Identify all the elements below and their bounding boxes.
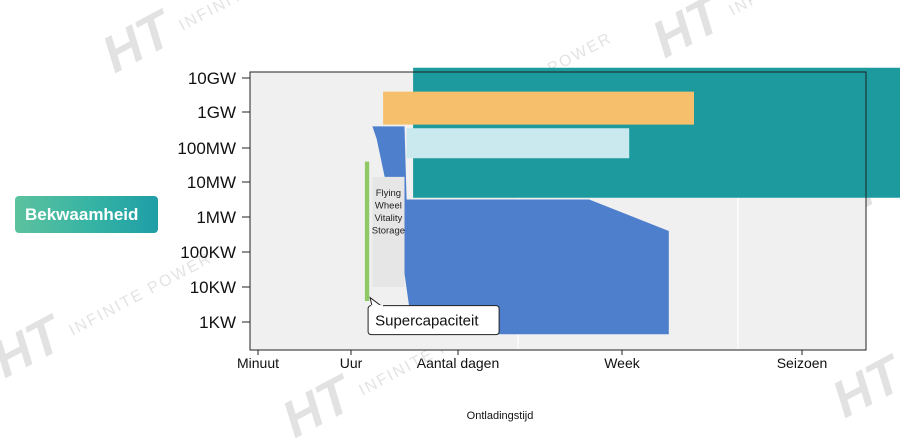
y-tick-label: 100KW	[180, 243, 236, 262]
flywheel-label: Flying	[376, 188, 401, 199]
flywheel-label: Wheel	[375, 201, 402, 212]
y-tick-label: 1GW	[197, 103, 236, 122]
x-axis-title: Ontladingstijd	[466, 410, 534, 422]
capability-badge: Bekwaamheid	[15, 196, 158, 233]
supercapacitor-callout-box	[367, 305, 500, 336]
y-tick-label: 10KW	[190, 278, 236, 297]
y-tick-label: 10GW	[188, 69, 236, 88]
supercapacitor-label: Supercapaciteit	[375, 313, 479, 330]
x-tick-label: Aantal dagen	[417, 355, 500, 371]
capability-label: Bekwaamheid	[25, 204, 139, 224]
x-tick-label: Seizoen	[777, 355, 828, 371]
y-tick-label: 1KW	[199, 313, 236, 332]
series-1-area	[383, 91, 694, 125]
flywheel-label: Storage	[372, 226, 405, 237]
plot-frame	[249, 71, 867, 351]
x-tick-label: Minuut	[237, 355, 279, 371]
flywheel-label: Vitality	[374, 213, 402, 224]
x-tick-label: Week	[604, 355, 641, 371]
y-tick-label: 1MW	[196, 208, 236, 227]
y-tick-label: 10MW	[187, 173, 236, 192]
series-4-area	[372, 176, 405, 287]
y-axis: 1KW 10KW 100KW 1MW 10MW 100MW 1GW 10GW	[177, 69, 250, 332]
y-tick-label: 100MW	[177, 139, 236, 158]
series-3-area	[406, 128, 630, 159]
chart-marks	[364, 67, 900, 335]
supercapacitor-callout-mask	[371, 305, 384, 308]
x-tick-label: Uur	[340, 355, 363, 371]
x-axis: Minuut Uur Aantal dagen Week Seizoen	[237, 350, 827, 371]
series-2-area	[372, 126, 669, 335]
series-5-area	[364, 161, 370, 301]
